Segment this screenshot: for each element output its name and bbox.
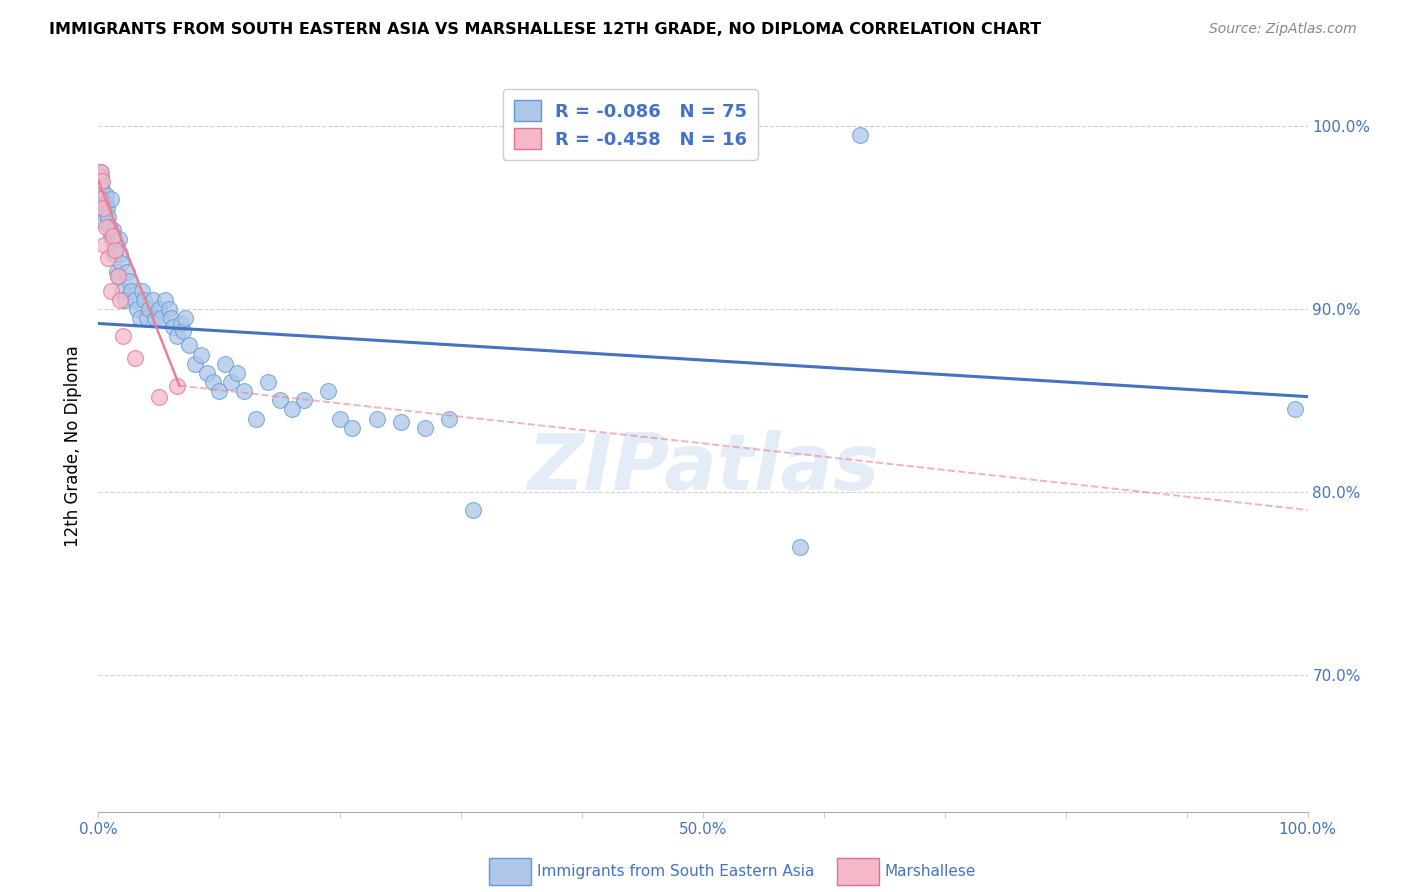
Point — [117, 265, 139, 279]
Point — [91, 183, 114, 197]
Text: IMMIGRANTS FROM SOUTH EASTERN ASIA VS MARSHALLESE 12TH GRADE, NO DIPLOMA CORRELA: IMMIGRANTS FROM SOUTH EASTERN ASIA VS MA… — [49, 22, 1042, 37]
Point — [118, 274, 141, 288]
Point — [174, 310, 197, 325]
Point — [190, 347, 212, 362]
Point — [245, 411, 267, 425]
Point — [437, 411, 460, 425]
Point — [89, 164, 111, 178]
Point — [93, 214, 115, 228]
Point — [166, 329, 188, 343]
Point — [134, 293, 156, 307]
Point — [100, 284, 122, 298]
Point — [100, 228, 122, 243]
Point — [89, 192, 111, 206]
Legend: R = -0.086   N = 75, R = -0.458   N = 16: R = -0.086 N = 75, R = -0.458 N = 16 — [503, 89, 758, 160]
Point — [97, 251, 120, 265]
Point — [104, 244, 127, 258]
Point — [342, 420, 364, 434]
Point — [91, 201, 114, 215]
Point — [226, 366, 249, 380]
Point — [114, 293, 136, 307]
Point — [157, 301, 180, 316]
Point — [281, 402, 304, 417]
Point — [91, 192, 114, 206]
Point — [166, 378, 188, 392]
Point — [94, 219, 117, 234]
Point — [162, 320, 184, 334]
Point — [105, 265, 128, 279]
Point — [389, 415, 412, 429]
Point — [111, 329, 134, 343]
Point — [107, 268, 129, 283]
Point — [208, 384, 231, 399]
Point — [103, 237, 125, 252]
Text: Marshallese: Marshallese — [884, 864, 976, 879]
Point — [142, 293, 165, 307]
Point — [101, 223, 124, 237]
Point — [124, 293, 146, 307]
Point — [232, 384, 254, 399]
Point — [90, 164, 112, 178]
Point — [138, 301, 160, 316]
Point — [98, 219, 121, 234]
Point — [143, 310, 166, 325]
Point — [101, 228, 124, 243]
Point — [292, 393, 315, 408]
Point — [108, 293, 131, 307]
Point — [111, 284, 134, 298]
Point — [413, 420, 436, 434]
Point — [110, 256, 132, 270]
Point — [107, 268, 129, 283]
Point — [94, 188, 117, 202]
Point — [150, 310, 173, 325]
Point — [1284, 402, 1306, 417]
Point — [316, 384, 339, 399]
Point — [108, 232, 131, 246]
Point — [329, 411, 352, 425]
Point — [179, 338, 201, 352]
Point — [172, 324, 194, 338]
Point — [849, 128, 872, 142]
Point — [97, 211, 120, 225]
Point — [202, 375, 225, 389]
Point — [91, 174, 114, 188]
Point — [91, 195, 114, 210]
Point — [90, 178, 112, 192]
Point — [153, 293, 176, 307]
Point — [91, 201, 114, 215]
Point — [120, 284, 142, 298]
Point — [789, 540, 811, 554]
Text: Source: ZipAtlas.com: Source: ZipAtlas.com — [1209, 22, 1357, 37]
Point — [184, 357, 207, 371]
Point — [127, 301, 149, 316]
Text: ZIPatlas: ZIPatlas — [527, 430, 879, 506]
Point — [269, 393, 291, 408]
Point — [131, 284, 153, 298]
Text: Immigrants from South Eastern Asia: Immigrants from South Eastern Asia — [537, 864, 814, 879]
Point — [124, 351, 146, 366]
Point — [108, 247, 131, 261]
Point — [169, 317, 191, 331]
Point — [221, 375, 243, 389]
Point — [148, 390, 170, 404]
Point — [256, 375, 278, 389]
Point — [214, 357, 236, 371]
Point — [90, 170, 112, 185]
Point — [103, 247, 125, 261]
Point — [135, 310, 157, 325]
Point — [96, 201, 118, 215]
Point — [100, 232, 122, 246]
Point — [93, 207, 115, 221]
Point — [94, 195, 117, 210]
Point — [100, 192, 122, 206]
Point — [128, 310, 150, 325]
Point — [366, 411, 388, 425]
Point — [160, 310, 183, 325]
Point — [93, 237, 115, 252]
Point — [195, 366, 218, 380]
Point — [148, 301, 170, 316]
Point — [463, 503, 485, 517]
Y-axis label: 12th Grade, No Diploma: 12th Grade, No Diploma — [65, 345, 83, 547]
